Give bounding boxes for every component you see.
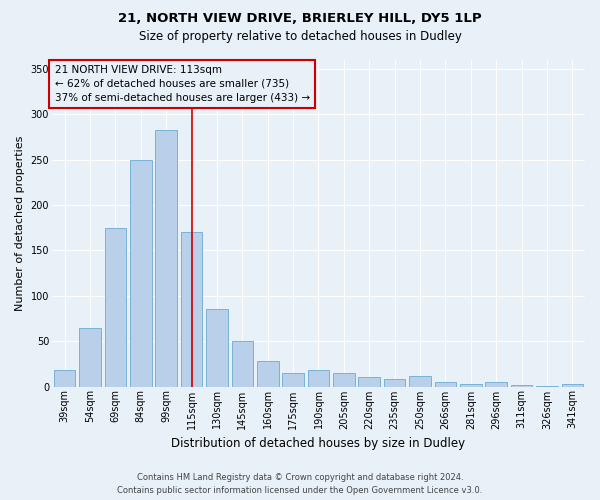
Bar (257, 361, 278, 386)
X-axis label: Distribution of detached houses by size in Dudley: Distribution of detached houses by size … (172, 437, 466, 450)
Bar (206, 310, 228, 386)
Text: 21, NORTH VIEW DRIVE, BRIERLEY HILL, DY5 1LP: 21, NORTH VIEW DRIVE, BRIERLEY HILL, DY5… (118, 12, 482, 26)
Text: Contains HM Land Registry data © Crown copyright and database right 2024.
Contai: Contains HM Land Registry data © Crown c… (118, 473, 482, 495)
Bar (409, 376, 431, 386)
Bar (333, 373, 355, 386)
Bar (358, 378, 380, 386)
Text: 21 NORTH VIEW DRIVE: 113sqm
← 62% of detached houses are smaller (735)
37% of se: 21 NORTH VIEW DRIVE: 113sqm ← 62% of det… (55, 65, 310, 103)
Bar (460, 384, 482, 386)
Bar (79, 328, 101, 386)
Bar (181, 232, 202, 386)
Y-axis label: Number of detached properties: Number of detached properties (15, 136, 25, 311)
Bar (434, 382, 456, 386)
Bar (511, 384, 532, 386)
Bar (562, 384, 583, 386)
Bar (232, 341, 253, 386)
Bar (283, 373, 304, 386)
Bar (485, 382, 507, 386)
Bar (155, 130, 177, 386)
Bar (104, 228, 126, 386)
Bar (384, 380, 406, 386)
Bar (54, 370, 76, 386)
Bar (130, 160, 152, 386)
Bar (308, 370, 329, 386)
Text: Size of property relative to detached houses in Dudley: Size of property relative to detached ho… (139, 30, 461, 43)
